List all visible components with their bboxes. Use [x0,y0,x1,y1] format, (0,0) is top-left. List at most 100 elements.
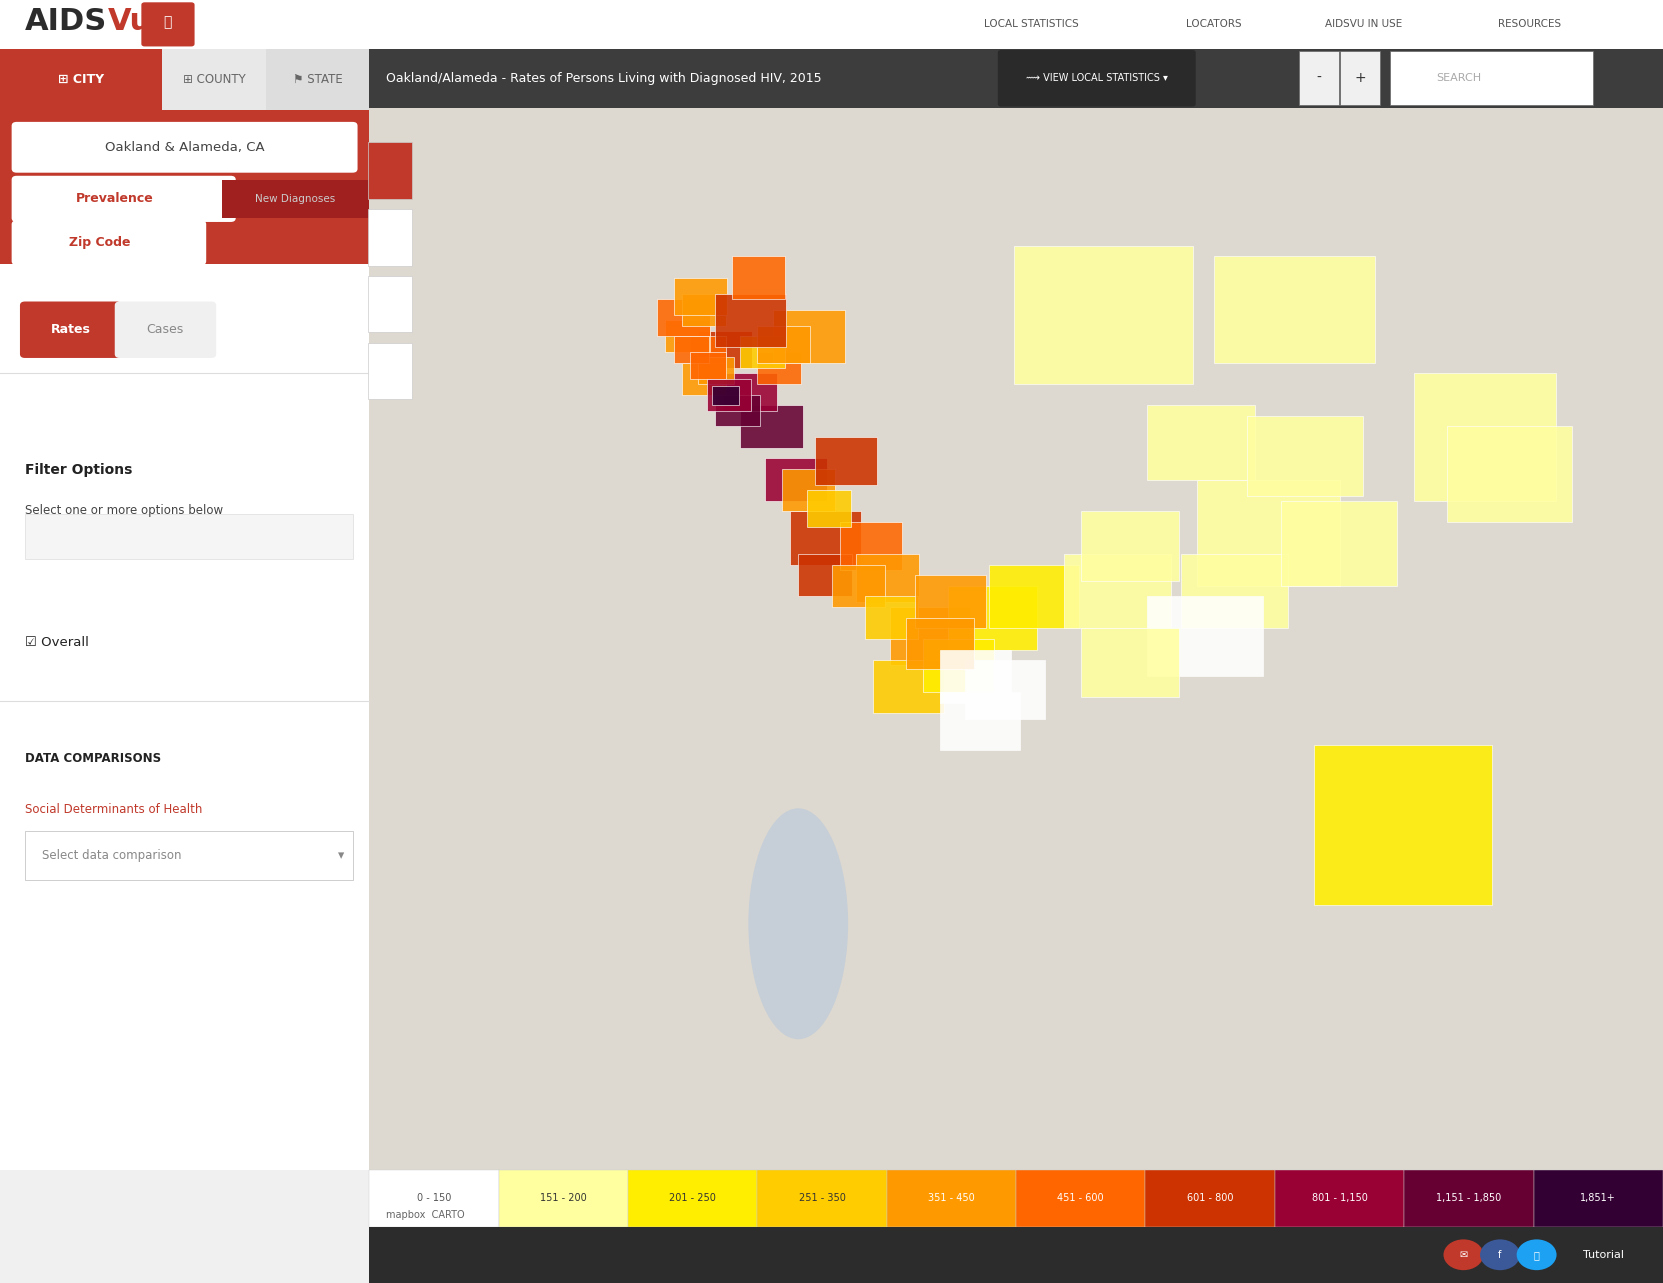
Bar [757,1170,886,1227]
Bar [690,352,725,378]
Bar [1214,257,1375,363]
Text: AIDSVU IN USE: AIDSVU IN USE [1325,19,1402,30]
Bar [773,309,845,363]
FancyBboxPatch shape [12,176,236,222]
Bar [740,405,803,448]
Bar [1276,1170,1404,1227]
Bar [1064,554,1171,629]
Bar [674,277,727,314]
Bar [715,395,760,426]
Circle shape [1480,1239,1520,1270]
Bar [1147,597,1264,676]
Bar [163,49,266,110]
Bar [923,639,994,692]
Bar [940,649,1011,703]
FancyBboxPatch shape [368,142,412,199]
Bar [707,378,752,411]
Bar [1414,373,1557,500]
Text: Select data comparison: Select data comparison [42,849,181,862]
Bar [765,458,828,500]
Bar [715,294,787,346]
Bar [1081,512,1179,580]
Bar [1081,629,1179,698]
Bar [1404,1170,1533,1227]
Bar [712,386,738,405]
Text: ⚑ STATE: ⚑ STATE [293,73,343,86]
Bar [221,180,369,218]
Bar [740,336,785,368]
Text: Tutorial: Tutorial [1583,1250,1623,1260]
FancyBboxPatch shape [369,108,1663,1170]
Bar [948,586,1038,649]
Bar [369,1170,499,1227]
Bar [790,512,861,565]
Bar [698,358,733,384]
Bar [698,331,752,368]
FancyBboxPatch shape [368,343,412,399]
Bar [0,264,369,1170]
Bar [369,49,1663,108]
FancyBboxPatch shape [368,209,412,266]
Bar [25,831,353,880]
Ellipse shape [748,808,848,1039]
Text: 801 - 1,150: 801 - 1,150 [1312,1193,1367,1203]
Text: +: + [1355,72,1365,85]
Text: 451 - 600: 451 - 600 [1058,1193,1104,1203]
FancyBboxPatch shape [1299,51,1339,105]
Text: f: f [1498,1250,1502,1260]
Bar [989,565,1079,629]
Text: -: - [1317,72,1320,85]
Bar [1281,500,1397,586]
Bar [873,661,945,713]
Bar [832,565,885,607]
Bar [1447,426,1572,522]
Bar [25,514,353,559]
Bar [0,110,369,264]
Bar [940,692,1019,751]
Text: 201 - 250: 201 - 250 [669,1193,717,1203]
Bar [366,49,369,1170]
Bar [1146,1170,1276,1227]
Text: 1,851+: 1,851+ [1580,1193,1616,1203]
Text: 🐦: 🐦 [1533,1250,1540,1260]
Bar [1533,1170,1663,1227]
Bar [629,1170,757,1227]
Text: 151 - 200: 151 - 200 [540,1193,587,1203]
Text: Oakland/Alameda - Rates of Persons Living with Diagnosed HIV, 2015: Oakland/Alameda - Rates of Persons Livin… [386,72,822,85]
Bar [665,321,710,352]
Bar [1016,1170,1146,1227]
Bar [266,49,369,110]
Text: New Diagnoses: New Diagnoses [254,194,336,204]
Text: ⟿ VIEW LOCAL STATISTICS ▾: ⟿ VIEW LOCAL STATISTICS ▾ [1026,73,1167,83]
Bar [674,336,708,363]
Text: Vu: Vu [108,8,153,36]
Text: ☑ Overall: ☑ Overall [25,636,88,649]
Bar [682,294,727,326]
FancyBboxPatch shape [368,276,412,332]
Text: 351 - 450: 351 - 450 [928,1193,975,1203]
Text: Filter Options: Filter Options [25,463,133,477]
FancyBboxPatch shape [0,49,163,110]
Text: Zip Code: Zip Code [68,236,130,249]
Bar [657,299,710,336]
Bar [1147,405,1254,480]
Text: LOCAL STATISTICS: LOCAL STATISTICS [984,19,1078,30]
Circle shape [1443,1239,1483,1270]
FancyBboxPatch shape [998,50,1196,106]
Bar [865,597,918,639]
Bar [1197,480,1340,586]
Bar [690,336,725,363]
Text: LOCATORS: LOCATORS [1186,19,1242,30]
Bar [782,470,835,512]
Bar [965,661,1044,718]
FancyBboxPatch shape [20,302,121,358]
FancyBboxPatch shape [1390,51,1593,105]
Bar [915,575,986,629]
Text: DATA COMPARISONS: DATA COMPARISONS [25,752,161,765]
Bar [840,522,903,570]
Text: mapbox  CARTO: mapbox CARTO [386,1210,464,1220]
Text: RESOURCES: RESOURCES [1498,19,1562,30]
Text: Social Determinants of Health: Social Determinants of Health [25,803,203,816]
Bar [1247,416,1364,495]
FancyBboxPatch shape [12,122,358,173]
